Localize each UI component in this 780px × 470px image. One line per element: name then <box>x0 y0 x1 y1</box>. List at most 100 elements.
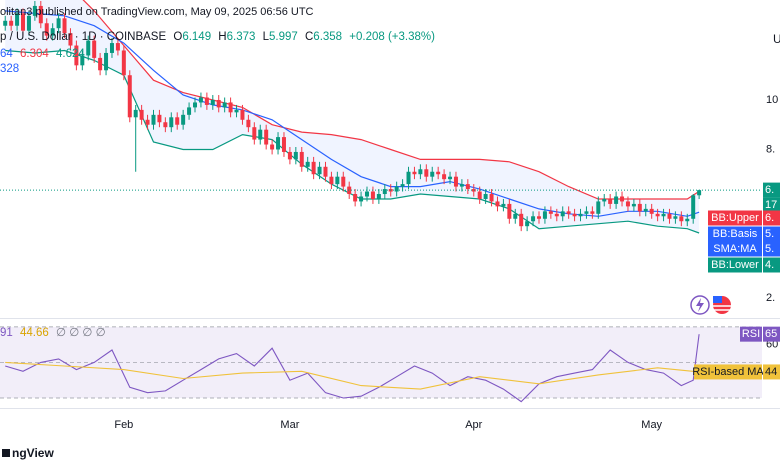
bb-row: 64 6.304 4.624 <box>0 48 89 60</box>
candle-body <box>471 189 476 192</box>
candle-body <box>198 97 203 103</box>
candle-body <box>625 201 630 207</box>
candle-body <box>578 213 583 217</box>
candle-body <box>554 213 559 217</box>
candle-body <box>602 198 607 202</box>
symbol[interactable]: p / U.S. Dollar · 1D · COINBASE <box>0 31 167 43</box>
brand: ngView <box>12 446 54 460</box>
price-tag-text: 6. <box>765 184 774 196</box>
candle-body <box>50 28 55 36</box>
candle-body <box>104 52 109 71</box>
candle-body <box>453 176 458 187</box>
ohlc-label: L <box>262 31 269 43</box>
candle-body <box>56 18 61 29</box>
candle-body <box>649 208 654 214</box>
indicator-tag-value: 5. <box>765 243 774 255</box>
candle-body <box>145 119 150 125</box>
candle-body <box>181 114 186 125</box>
candle-body <box>163 122 168 128</box>
rsi-na: ∅ ∅ ∅ ∅ <box>55 327 106 339</box>
candle-body <box>667 213 672 219</box>
indicator-tag-value-box <box>763 326 780 342</box>
candle-body <box>406 171 411 185</box>
candle-body <box>459 184 464 187</box>
candle-body <box>661 213 666 217</box>
candle-body <box>376 194 381 199</box>
band-fill <box>5 0 700 233</box>
candle-body <box>109 43 114 53</box>
indicator-tag <box>708 226 762 242</box>
candle-body <box>276 137 281 150</box>
candle-body <box>127 75 132 118</box>
candle-body <box>501 203 506 207</box>
candle-body <box>548 211 553 214</box>
candle-body <box>370 191 375 199</box>
candle-body <box>631 203 636 207</box>
candle-body <box>531 216 536 222</box>
candle-body <box>151 114 156 125</box>
candle-body <box>448 176 453 180</box>
candle-body <box>115 43 120 51</box>
candle-body <box>98 57 103 71</box>
alert-bolt <box>696 298 704 312</box>
ohlc-value: 5.997 <box>269 31 298 43</box>
candle-body <box>175 117 180 125</box>
candle-body <box>513 213 518 219</box>
candle-body <box>86 40 91 56</box>
ohlc-value: 6.149 <box>182 31 212 43</box>
candle-body <box>228 102 233 113</box>
indicator-tag-value: 4. <box>765 259 774 271</box>
indicator-tag <box>708 257 762 273</box>
currency-label[interactable]: U <box>773 32 780 46</box>
candle-body <box>655 213 660 217</box>
indicator-tag <box>740 326 762 342</box>
candle-body <box>15 13 20 26</box>
candle-body <box>44 23 49 36</box>
candle-body <box>596 201 601 214</box>
candle-body <box>489 194 494 202</box>
ohlc-label: O <box>173 31 183 43</box>
candle-body <box>412 171 417 175</box>
candle-body <box>270 144 275 150</box>
candle-body <box>92 40 97 58</box>
candle-body <box>465 184 470 190</box>
indicator-tag-value: 44 <box>765 366 777 378</box>
candle-body <box>38 5 43 24</box>
candle-body <box>9 20 14 26</box>
candle-body <box>3 20 8 26</box>
candle-body <box>62 18 67 34</box>
candle-body <box>32 5 37 16</box>
candle-body <box>365 191 370 197</box>
ohlc-value: 6.373 <box>226 31 256 43</box>
candle-body <box>187 107 192 115</box>
candle-body <box>394 186 399 192</box>
candle-body <box>347 186 352 195</box>
x-tick-label: Mar <box>280 419 299 431</box>
candle-body <box>74 45 79 66</box>
byline: olitan3 published on TradingView.com, Ma… <box>0 6 314 18</box>
candle-body <box>234 109 239 113</box>
y-tick-label: 10 <box>766 94 778 106</box>
indicator-tag-name: RSI-based MA <box>692 366 764 378</box>
series-line <box>5 334 700 403</box>
rsi-pane <box>0 326 762 403</box>
sma-value: 328 <box>0 63 20 75</box>
candle-body <box>359 196 364 202</box>
candle-body <box>560 211 565 217</box>
candle-body <box>430 171 435 177</box>
candle-body <box>691 195 696 219</box>
candle-body <box>305 161 310 167</box>
candle-body <box>216 99 221 108</box>
candle-body <box>133 109 138 118</box>
candle-body <box>222 102 227 108</box>
candle-body <box>477 191 482 199</box>
candle-body <box>614 196 619 204</box>
indicator-tag-name: BB:Lower <box>711 259 759 271</box>
candle-body <box>341 176 346 187</box>
candle-body <box>536 216 541 219</box>
candle-body <box>21 13 26 31</box>
candle-body <box>299 151 304 167</box>
x-tick-label: May <box>641 419 662 431</box>
